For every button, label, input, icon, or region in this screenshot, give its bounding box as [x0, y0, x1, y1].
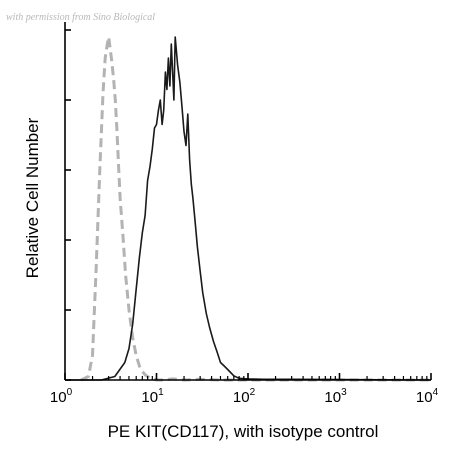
watermark-text: with permission from Sino Biological: [6, 12, 155, 23]
x-tick-label: 100: [50, 387, 73, 406]
x-tick-base: 10: [50, 389, 67, 406]
x-tick-label: 103: [324, 387, 347, 406]
x-tick-exponent: 0: [67, 387, 73, 398]
x-tick-label: 102: [233, 387, 256, 406]
x-tick-base: 10: [233, 389, 250, 406]
axes-layer: [64, 22, 431, 381]
ticks-layer: 100 101 102 103 104: [50, 29, 439, 406]
y-axis-title: Relative Cell Number: [23, 117, 42, 278]
x-tick-base: 10: [141, 389, 158, 406]
x-tick-base: 10: [416, 389, 433, 406]
x-tick-exponent: 3: [341, 387, 347, 398]
x-axis-title: PE KIT(CD117), with isotype control: [108, 422, 379, 441]
x-tick-exponent: 1: [158, 387, 164, 398]
kit-cd117-series: [65, 36, 432, 381]
isotype-control-series: [80, 35, 431, 382]
x-tick-exponent: 2: [250, 387, 256, 398]
x-tick-label: 101: [141, 387, 164, 406]
x-tick-exponent: 4: [433, 387, 439, 398]
x-tick-label: 104: [416, 387, 439, 406]
x-tick-base: 10: [324, 389, 341, 406]
series-layer: [65, 35, 432, 382]
